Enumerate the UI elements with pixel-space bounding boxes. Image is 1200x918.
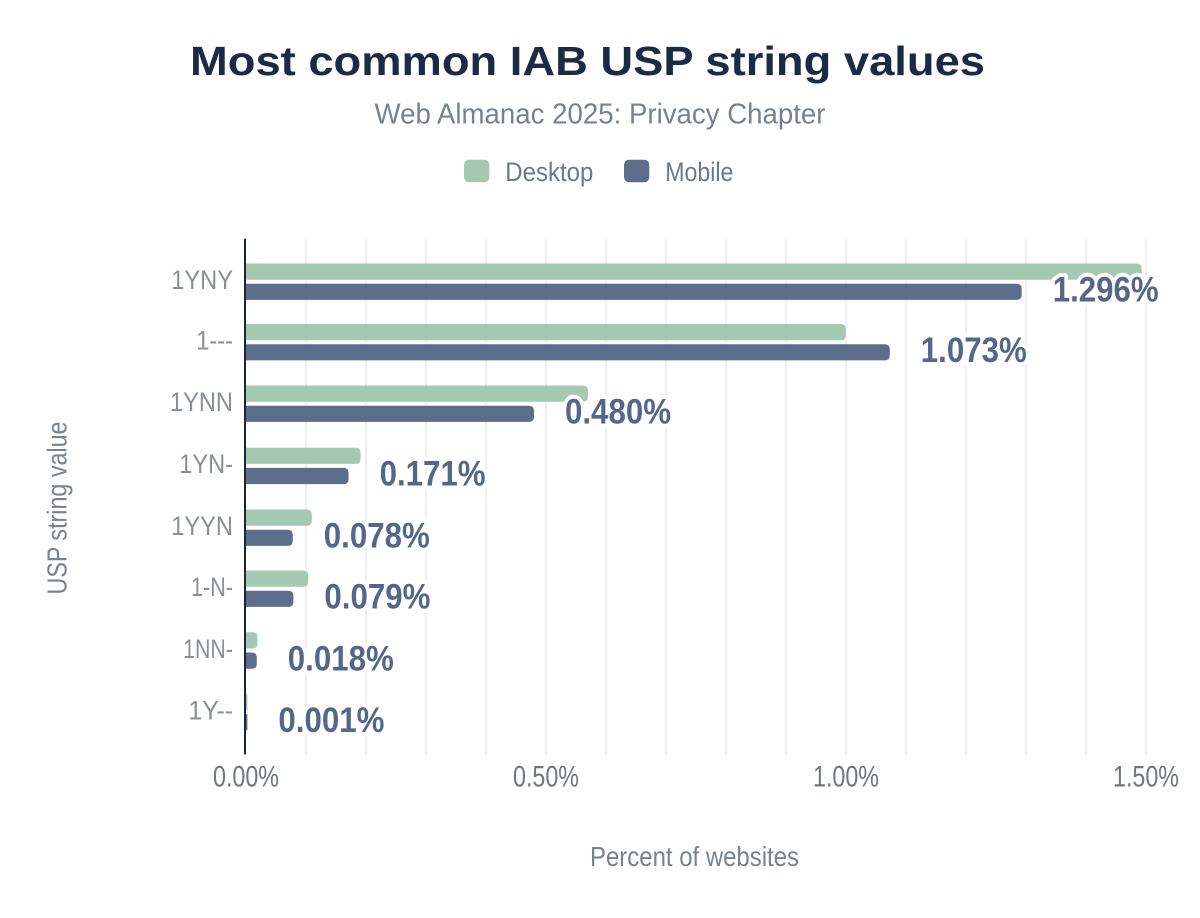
svg-text:Most common IAB USP string val: Most common IAB USP string values	[190, 38, 985, 84]
svg-text:0.078%: 0.078%	[324, 517, 430, 556]
svg-text:Percent of websites: Percent of websites	[590, 841, 799, 872]
svg-text:1Y--: 1Y--	[188, 696, 233, 726]
svg-text:1YYN: 1YYN	[171, 511, 233, 541]
svg-text:1.50%: 1.50%	[1113, 761, 1179, 794]
svg-text:Desktop: Desktop	[505, 157, 593, 187]
svg-text:1.073%: 1.073%	[921, 331, 1027, 370]
svg-text:0.001%: 0.001%	[278, 701, 384, 740]
svg-text:USP string value: USP string value	[42, 422, 73, 595]
svg-text:0.480%: 0.480%	[565, 393, 671, 432]
svg-text:1NN-: 1NN-	[183, 634, 233, 664]
svg-text:Mobile: Mobile	[665, 157, 733, 187]
svg-text:1---: 1---	[196, 325, 233, 355]
svg-text:1YNN: 1YNN	[170, 387, 233, 417]
svg-text:0.171%: 0.171%	[380, 455, 486, 494]
svg-text:0.079%: 0.079%	[324, 578, 430, 617]
svg-text:1YNY: 1YNY	[171, 265, 233, 295]
svg-text:0.50%: 0.50%	[513, 761, 579, 794]
svg-text:1-N-: 1-N-	[191, 572, 233, 602]
svg-text:1.00%: 1.00%	[813, 761, 879, 794]
svg-text:1YN-: 1YN-	[179, 449, 233, 479]
svg-text:0.018%: 0.018%	[288, 639, 394, 678]
svg-text:Web Almanac 2025: Privacy Chap: Web Almanac 2025: Privacy Chapter	[375, 99, 826, 131]
svg-text:0.00%: 0.00%	[213, 761, 279, 794]
svg-text:1.296%: 1.296%	[1053, 271, 1159, 310]
